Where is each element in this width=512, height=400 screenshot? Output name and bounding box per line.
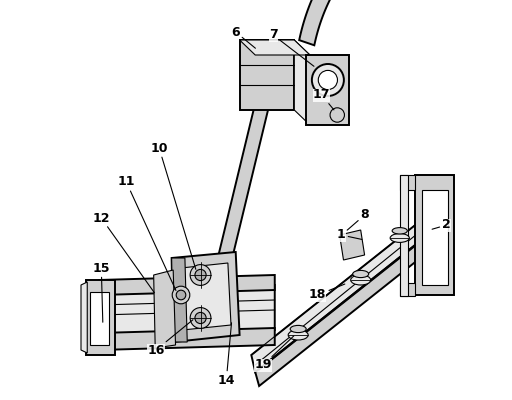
Polygon shape bbox=[99, 275, 275, 295]
Text: 6: 6 bbox=[231, 26, 255, 48]
Polygon shape bbox=[400, 283, 415, 296]
Polygon shape bbox=[294, 40, 310, 125]
Text: 17: 17 bbox=[313, 88, 334, 110]
Circle shape bbox=[312, 64, 344, 96]
Polygon shape bbox=[91, 292, 109, 345]
Polygon shape bbox=[339, 230, 365, 260]
Polygon shape bbox=[400, 175, 415, 190]
Polygon shape bbox=[400, 175, 408, 296]
Text: 1: 1 bbox=[337, 228, 362, 242]
Circle shape bbox=[318, 70, 337, 90]
Polygon shape bbox=[415, 175, 455, 295]
Text: 18: 18 bbox=[309, 284, 345, 302]
Polygon shape bbox=[421, 190, 448, 285]
Polygon shape bbox=[205, 100, 268, 318]
Polygon shape bbox=[172, 258, 187, 342]
Polygon shape bbox=[154, 270, 176, 348]
Text: 2: 2 bbox=[432, 218, 451, 232]
Polygon shape bbox=[181, 263, 231, 330]
Text: 12: 12 bbox=[93, 212, 155, 293]
Polygon shape bbox=[172, 252, 240, 342]
Text: 15: 15 bbox=[93, 262, 110, 322]
Circle shape bbox=[330, 108, 345, 122]
Circle shape bbox=[190, 265, 211, 286]
Ellipse shape bbox=[353, 270, 369, 278]
Text: 8: 8 bbox=[347, 208, 369, 230]
Text: 19: 19 bbox=[254, 336, 294, 372]
Polygon shape bbox=[240, 40, 294, 110]
Ellipse shape bbox=[288, 330, 308, 340]
Polygon shape bbox=[81, 282, 87, 353]
Polygon shape bbox=[299, 0, 512, 45]
Polygon shape bbox=[99, 285, 275, 335]
Text: 11: 11 bbox=[118, 176, 176, 290]
Ellipse shape bbox=[351, 275, 371, 285]
Polygon shape bbox=[86, 280, 115, 355]
Circle shape bbox=[172, 286, 190, 304]
Polygon shape bbox=[251, 202, 446, 372]
Text: 10: 10 bbox=[151, 142, 196, 269]
Polygon shape bbox=[255, 220, 451, 386]
Ellipse shape bbox=[390, 234, 410, 242]
Polygon shape bbox=[99, 328, 275, 350]
Text: 14: 14 bbox=[218, 323, 235, 386]
Circle shape bbox=[176, 290, 186, 300]
Circle shape bbox=[195, 270, 206, 281]
Circle shape bbox=[195, 312, 206, 324]
Polygon shape bbox=[240, 40, 310, 55]
Polygon shape bbox=[306, 55, 349, 125]
Circle shape bbox=[190, 308, 211, 328]
Ellipse shape bbox=[290, 326, 306, 333]
Text: 16: 16 bbox=[147, 320, 193, 356]
Ellipse shape bbox=[392, 228, 408, 234]
Text: 7: 7 bbox=[269, 28, 314, 66]
